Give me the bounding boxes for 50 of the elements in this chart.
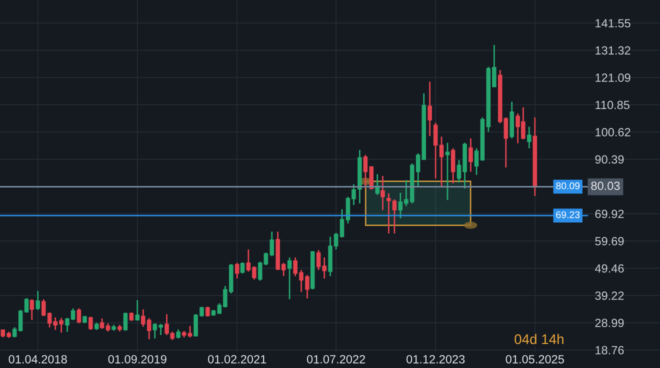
candlestick bbox=[445, 142, 450, 201]
y-tick-label: 69.92 bbox=[595, 210, 624, 218]
x-tick-label: 01.02.2021 bbox=[208, 355, 266, 364]
candlestick bbox=[468, 138, 473, 172]
y-tick-label: 90.39 bbox=[595, 155, 624, 164]
candlestick bbox=[439, 136, 444, 188]
candlestick bbox=[41, 298, 46, 317]
y-tick-label: 18.76 bbox=[596, 346, 624, 354]
candlestick bbox=[135, 299, 140, 322]
candlestick bbox=[12, 326, 17, 338]
candlestick bbox=[234, 262, 240, 280]
candlestick bbox=[206, 306, 210, 318]
candlestick bbox=[527, 126, 532, 150]
x-tick-label: 01.04.2018 bbox=[8, 355, 67, 364]
candlestick bbox=[188, 325, 192, 338]
ref-line-label: 80.09 bbox=[556, 182, 580, 190]
candlestick bbox=[76, 308, 82, 324]
x-tick-label: 01.09.2019 bbox=[108, 355, 166, 364]
x-tick-label: 01.12.2023 bbox=[406, 355, 465, 364]
candlestick bbox=[363, 154, 368, 190]
y-tick-label: 121.09 bbox=[596, 74, 630, 82]
candlestick bbox=[18, 309, 23, 332]
y-tick-label: 59.69 bbox=[595, 237, 624, 246]
candlestick bbox=[340, 208, 344, 238]
y-tick-label: 49.46 bbox=[594, 264, 624, 273]
candlestick bbox=[287, 256, 292, 300]
y-tick-label: 110.85 bbox=[596, 100, 630, 110]
candlestick bbox=[100, 318, 104, 330]
x-tick-label: 01.07.2022 bbox=[306, 355, 366, 364]
ref-line-label: 69.23 bbox=[556, 211, 580, 218]
candlestick bbox=[380, 175, 385, 211]
y-tick-label: 39.22 bbox=[595, 292, 624, 300]
x-tick-label: 01.05.2025 bbox=[506, 355, 564, 364]
candlestick bbox=[30, 298, 34, 321]
candlestick bbox=[24, 298, 29, 314]
y-tick-label: 131.32 bbox=[596, 46, 630, 55]
candlestick bbox=[123, 312, 128, 332]
candlestick bbox=[474, 148, 479, 176]
annotation: 04d 14h bbox=[514, 334, 564, 344]
y-tick-label: 28.99 bbox=[595, 318, 624, 328]
y-tick-label: 100.62 bbox=[596, 128, 630, 136]
y-tick-label: 141.55 bbox=[596, 19, 630, 28]
candlestick bbox=[428, 81, 432, 137]
candlestick bbox=[176, 328, 180, 340]
candlestick bbox=[450, 148, 456, 184]
candlestick bbox=[433, 122, 438, 180]
ref-line-label: 80.03 bbox=[591, 182, 620, 190]
candlestick bbox=[88, 316, 93, 331]
candlestick bbox=[240, 262, 245, 274]
candlestick bbox=[36, 290, 40, 311]
